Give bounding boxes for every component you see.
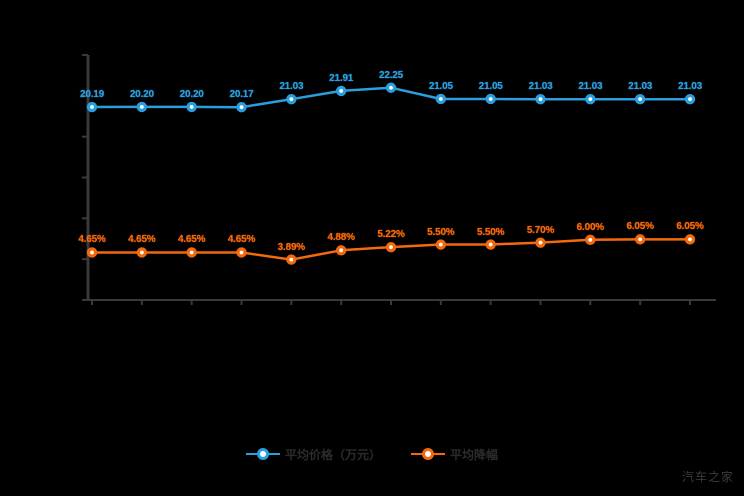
data-label--4: 21.03	[279, 81, 304, 93]
data-label--10: 6.00%	[576, 221, 605, 233]
data-label--3: 4.65%	[227, 234, 256, 246]
data-label--8: 21.05	[478, 80, 503, 92]
legend-marker-discount-icon	[411, 448, 445, 460]
chart-axes	[82, 54, 716, 305]
data-label--3: 20.17	[229, 89, 254, 101]
data-label--2: 4.65%	[177, 234, 206, 246]
data-label--5: 4.88%	[327, 232, 355, 244]
data-label--1: 20.20	[129, 88, 154, 100]
data-label--4: 3.89%	[277, 241, 306, 253]
data-label--6: 22.25	[378, 69, 404, 81]
data-label--11: 21.03	[628, 81, 653, 93]
data-label--8: 5.50%	[476, 226, 505, 238]
legend-label-discount: 平均降幅	[450, 447, 499, 462]
legend-item-price[interactable]: 平均价格（万元）	[245, 446, 381, 463]
legend-label-price: 平均价格（万元）	[284, 447, 381, 462]
data-label--2: 20.20	[179, 88, 204, 100]
chart-legend: 平均价格（万元） 平均降幅	[0, 440, 744, 468]
legend-item-discount[interactable]: 平均降幅	[411, 446, 498, 463]
data-label--1: 4.65%	[128, 234, 156, 246]
data-label--10: 21.03	[578, 81, 603, 93]
watermark-autohome: 汽车之家	[681, 470, 734, 484]
data-label--0: 4.65%	[78, 234, 106, 246]
data-label--0: 20.19	[79, 89, 105, 101]
data-label--5: 21.91	[329, 72, 354, 84]
data-label--7: 5.50%	[427, 226, 455, 238]
chart-series	[86, 82, 696, 265]
data-label--9: 21.03	[528, 81, 553, 93]
data-label--6: 5.22%	[377, 229, 405, 241]
data-label--9: 5.70%	[526, 224, 555, 236]
data-label--12: 21.03	[677, 81, 703, 93]
legend-marker-price-icon	[245, 448, 280, 460]
data-label--12: 6.05%	[676, 221, 704, 233]
data-label--7: 21.05	[428, 80, 453, 92]
data-label--11: 6.05%	[626, 221, 654, 233]
